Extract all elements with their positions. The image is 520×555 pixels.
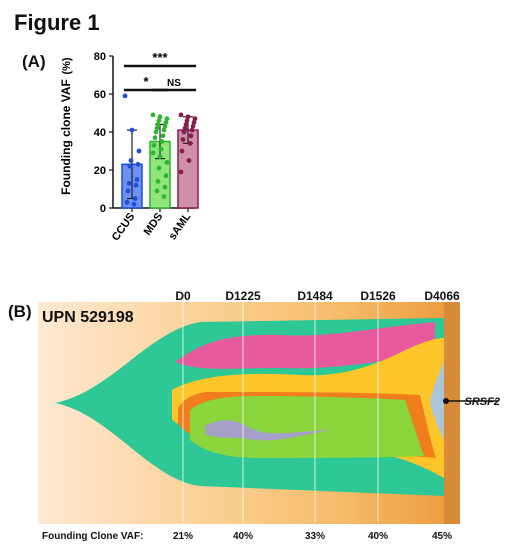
- founder-clone: [55, 318, 444, 496]
- fish-plot-background: [38, 302, 460, 524]
- data-point: [160, 133, 166, 139]
- data-point: [178, 112, 184, 118]
- data-point: [183, 122, 189, 127]
- y-tick-label: 80: [94, 51, 106, 63]
- y-axis-label: Founding clone VAF: [59, 79, 73, 195]
- data-point: [186, 158, 192, 163]
- data-point: [151, 142, 157, 148]
- data-point: [188, 133, 194, 139]
- data-point: [131, 201, 137, 207]
- data-point: [181, 129, 187, 135]
- founding-clone-vaf-label: Founding Clone VAF:: [42, 531, 143, 542]
- data-point: [124, 199, 130, 205]
- data-point: [178, 169, 184, 175]
- data-point: [152, 135, 158, 141]
- data-point: [132, 196, 138, 201]
- data-point: [155, 179, 161, 184]
- pink-subclone: [175, 322, 435, 369]
- data-point: [190, 123, 196, 129]
- x-tick-label: MDS: [142, 211, 166, 238]
- data-point: [184, 118, 190, 123]
- data-point: [157, 154, 163, 160]
- data-point: [185, 114, 191, 120]
- data-point: [163, 173, 169, 179]
- data-point: [125, 188, 131, 194]
- y-tick-label: 60: [94, 89, 106, 101]
- panel-a-significance: * NS ***: [124, 50, 196, 92]
- data-point: [156, 118, 162, 123]
- data-point: [179, 148, 185, 154]
- data-point: [180, 137, 186, 143]
- data-point: [129, 127, 135, 133]
- data-point: [192, 116, 198, 122]
- data-point: [163, 120, 169, 125]
- data-point: [191, 120, 197, 125]
- data-point: [153, 129, 159, 135]
- founding-vaf-values: 21% 40% 33% 40% 45%: [173, 531, 452, 542]
- figure-title: Figure 1: [14, 10, 100, 35]
- srsf2-subclone: [430, 362, 444, 440]
- founding-vaf-value: 33%: [305, 531, 325, 542]
- founding-vaf-value: 45%: [432, 531, 452, 542]
- data-point: [150, 112, 156, 118]
- data-point: [135, 161, 141, 167]
- x-tick-label: sAML: [166, 211, 193, 243]
- founding-vaf-value: 40%: [233, 531, 253, 542]
- panel-a-bar-chart: 0 20 40 60 80 CCUS MDS sAML * NS *** Founding clo…: [59, 50, 199, 243]
- data-point: [133, 182, 139, 188]
- data-point: [156, 165, 162, 171]
- data-point: [155, 122, 161, 127]
- data-point: [162, 123, 168, 129]
- data-point: [158, 146, 164, 152]
- data-point: [189, 127, 195, 133]
- patient-label: UPN 529198: [42, 309, 134, 326]
- yellow-subclone: [172, 338, 444, 478]
- data-point: [154, 188, 160, 194]
- data-point: [128, 158, 134, 163]
- y-tick-label: 40: [94, 127, 106, 139]
- green-subclone: [190, 396, 424, 458]
- significance-label: NS: [167, 78, 181, 89]
- panel-b-label: (B): [8, 302, 32, 321]
- data-point: [150, 150, 156, 156]
- data-point: [154, 125, 160, 131]
- founding-vaf-value: 21%: [173, 531, 193, 542]
- significance-label: *: [143, 74, 149, 89]
- data-point: [127, 163, 133, 169]
- srsf2-pointer-dot: [443, 398, 449, 404]
- data-point: [126, 180, 132, 186]
- y-tick-label: 20: [94, 165, 106, 177]
- data-point: [161, 194, 167, 200]
- data-point: [162, 184, 168, 190]
- y-tick-label: 0: [100, 203, 106, 215]
- timepoint-lines: [182, 302, 379, 522]
- fish-plot-right-band: [444, 302, 460, 524]
- data-point: [164, 160, 170, 165]
- data-point: [157, 114, 163, 120]
- panel-a-points: [122, 93, 198, 207]
- panel-a-label: (A): [22, 52, 46, 71]
- data-point: [164, 116, 170, 122]
- significance-label: ***: [152, 50, 168, 65]
- x-tick-label: CCUS: [110, 211, 138, 243]
- data-point: [159, 139, 165, 144]
- data-point: [122, 93, 128, 99]
- srsf2-label: SRSF2: [465, 396, 500, 408]
- founding-vaf-value: 40%: [368, 531, 388, 542]
- y-axis-unit: (%): [61, 57, 73, 74]
- data-point: [136, 148, 142, 154]
- data-point: [161, 127, 167, 133]
- founder-lower-band: [200, 466, 444, 494]
- purple-subclone: [205, 420, 330, 441]
- data-point: [182, 125, 188, 131]
- data-point: [187, 141, 193, 146]
- orange-subclone: [178, 392, 436, 458]
- data-point: [134, 177, 140, 182]
